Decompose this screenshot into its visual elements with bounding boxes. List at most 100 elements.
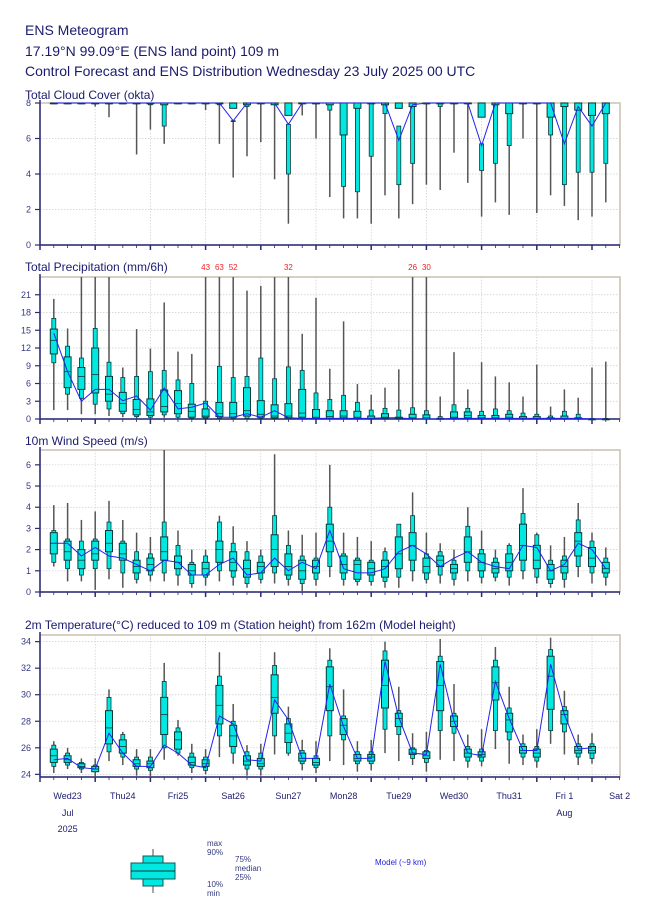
ens-box-25-75 [229, 551, 238, 572]
ens-box-25-75 [339, 410, 348, 419]
panel-title: Total Cloud Cover (okta) [25, 88, 154, 102]
ens-box [422, 277, 431, 420]
ens-box-25-75 [187, 563, 196, 576]
y-tick-label: 3 [26, 523, 31, 533]
ens-box [436, 638, 445, 760]
ens-box-25-75 [256, 561, 265, 574]
y-tick-label: 8 [26, 98, 31, 108]
ens-box [601, 547, 610, 586]
legend-median-label: median [235, 864, 261, 873]
ens-box [229, 704, 238, 764]
ens-box-10-90 [492, 104, 498, 164]
ens-box-25-75 [270, 404, 279, 419]
control-forecast-line [53, 661, 593, 770]
y-tick-label: 18 [21, 308, 31, 318]
ens-box-25-75 [574, 532, 583, 557]
ens-box-10-90 [354, 402, 360, 420]
ens-box-25-75 [298, 559, 307, 580]
day-label: Sat 2 [609, 791, 630, 801]
y-tick-label: 21 [21, 290, 31, 300]
ens-box-25-75 [201, 759, 210, 767]
panel-title: Total Precipitation (mm/6h) [25, 260, 168, 274]
ens-box-25-75 [381, 659, 389, 709]
ens-box [118, 519, 127, 588]
ens-box-25-75 [546, 655, 555, 710]
legend-min: min [207, 889, 220, 898]
ens-box [256, 285, 265, 419]
ens-box-25-75 [408, 413, 417, 419]
ens-box-25-75 [601, 102, 610, 115]
ens-box-25-75 [588, 102, 596, 116]
ens-box [160, 302, 169, 418]
y-tick-label: 6 [26, 134, 31, 144]
ens-box-25-75 [532, 544, 541, 570]
ens-box-10-90 [285, 366, 291, 419]
y-tick-label: 34 [21, 637, 31, 647]
ens-box-25-75 [325, 523, 334, 553]
control-forecast-line [53, 333, 606, 420]
ens-box-25-75 [105, 530, 113, 553]
overflow-label: 52 [229, 263, 238, 272]
ens-box [243, 541, 251, 588]
ens-box [105, 500, 113, 580]
ens-box [519, 488, 527, 580]
ens-box-25-75 [229, 102, 238, 109]
ens-box-25-75 [298, 388, 307, 418]
ens-box-25-75 [132, 759, 141, 767]
ens-box [298, 534, 307, 592]
ens-box [229, 526, 238, 586]
y-tick-label: 4 [26, 169, 31, 179]
day-label: Thu24 [110, 791, 136, 801]
ens-box-25-75 [63, 540, 72, 561]
y-tick-label: 28 [21, 716, 31, 726]
y-tick-label: 30 [21, 690, 31, 700]
ens-box [505, 686, 514, 764]
ens-box [118, 367, 127, 418]
y-tick-label: 1 [26, 566, 31, 576]
y-tick-label: 0 [26, 587, 31, 597]
ens-box-10-90 [327, 399, 333, 420]
ens-box [49, 741, 58, 774]
y-tick-label: 9 [26, 361, 31, 371]
ens-box-10-90 [313, 392, 319, 420]
ens-box [325, 368, 334, 420]
ens-box [146, 536, 155, 582]
overflow-label: 43 [201, 263, 210, 272]
ens-box-25-75 [118, 391, 127, 412]
ens-box [229, 102, 238, 178]
ens-box-25-75 [394, 712, 403, 728]
ens-box [505, 382, 514, 420]
ens-box [284, 706, 293, 756]
ens-box-25-75 [491, 414, 500, 420]
ens-box [367, 541, 376, 586]
ens-box-25-75 [505, 712, 514, 733]
ens-box-25-75 [408, 532, 417, 561]
ens-box-25-75 [560, 102, 569, 108]
ens-box [229, 277, 238, 419]
day-label: Sat26 [221, 791, 245, 801]
ens-box [270, 454, 279, 584]
y-tick-label: 2 [26, 545, 31, 555]
ens-box-25-75 [436, 661, 445, 712]
ens-box-25-75 [270, 534, 279, 568]
ens-box [546, 545, 555, 588]
ens-box-25-75 [519, 523, 527, 561]
ens-box-25-75 [381, 413, 389, 419]
ens-box-25-75 [132, 398, 141, 416]
ens-box-25-75 [477, 102, 486, 118]
ens-box [201, 277, 210, 419]
legend-p90: 90% [207, 848, 223, 857]
ens-box-25-75 [601, 561, 610, 574]
day-label: Wed23 [53, 791, 81, 801]
y-tick-label: 24 [21, 769, 31, 779]
ens-box-25-75 [367, 415, 376, 420]
ens-box-10-90 [368, 102, 374, 157]
forecast-subtitle: Control Forecast and ENS Distribution We… [25, 63, 476, 79]
ens-box-25-75 [339, 102, 348, 136]
ens-box-25-75 [353, 102, 362, 109]
ens-box [394, 523, 403, 588]
day-label: Wed30 [440, 791, 468, 801]
year-label: 2025 [58, 824, 78, 834]
ens-box-25-75 [174, 731, 182, 750]
ens-box-25-75 [532, 416, 541, 420]
